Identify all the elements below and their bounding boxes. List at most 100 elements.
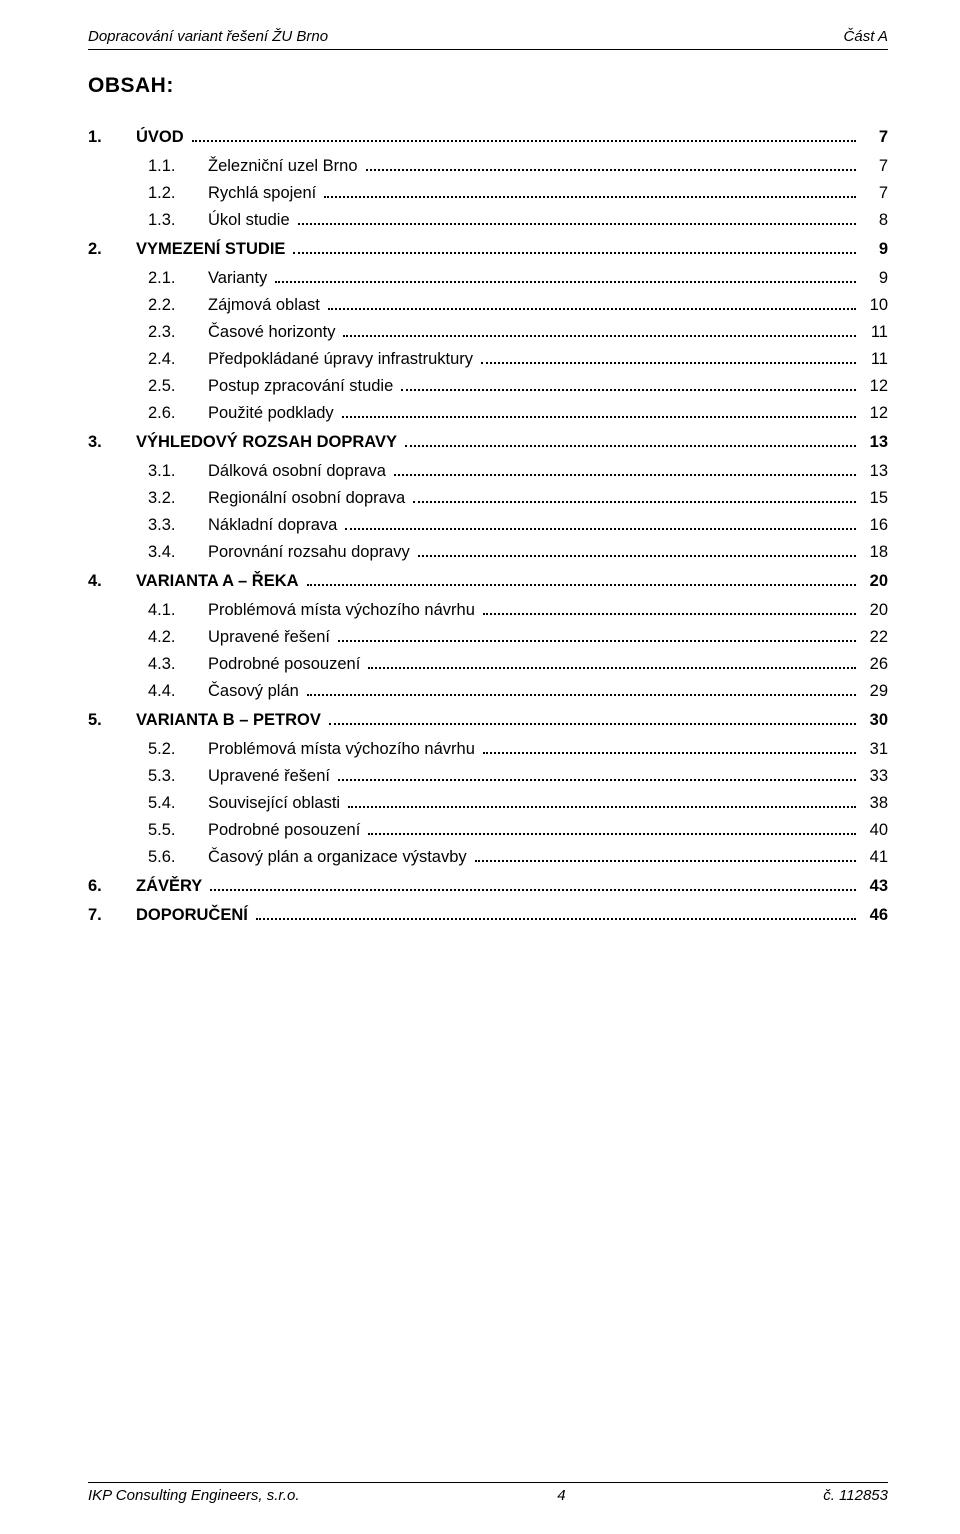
toc-entry-number: 3. xyxy=(88,433,136,452)
toc-entry-label: Železniční uzel Brno xyxy=(208,157,362,176)
toc-entry-page: 20 xyxy=(860,601,888,620)
toc-entry-page: 9 xyxy=(860,269,888,288)
toc-entry-number: 5. xyxy=(88,711,136,730)
footer-rule xyxy=(88,1482,888,1483)
toc-leader xyxy=(324,184,856,198)
toc-leader xyxy=(401,377,856,391)
toc-entry-number: 4.4. xyxy=(148,682,208,701)
toc-entry-page: 7 xyxy=(860,184,888,203)
toc-entry-number: 2. xyxy=(88,240,136,259)
spacer xyxy=(88,935,888,1482)
toc-entry-number: 2.5. xyxy=(148,377,208,396)
toc-entry-number: 1.1. xyxy=(148,157,208,176)
toc-entry: 3.3.Nákladní doprava16 xyxy=(88,516,888,535)
toc-entry-number: 5.2. xyxy=(148,740,208,759)
toc-entry: 1.ÚVOD7 xyxy=(88,128,888,147)
toc-leader xyxy=(256,906,856,920)
toc-entry-number: 1.3. xyxy=(148,211,208,230)
toc-entry-label: Postup zpracování studie xyxy=(208,377,397,396)
toc-entry-number: 2.3. xyxy=(148,323,208,342)
toc-entry-number: 4.1. xyxy=(148,601,208,620)
toc-leader xyxy=(368,655,856,669)
toc-entry-label: Dálková osobní doprava xyxy=(208,462,390,481)
toc-leader xyxy=(338,767,856,781)
toc-entry-label: VYMEZENÍ STUDIE xyxy=(136,240,289,259)
toc-entry-page: 31 xyxy=(860,740,888,759)
toc-entry: 1.2.Rychlá spojení7 xyxy=(88,184,888,203)
toc-entry-page: 13 xyxy=(860,433,888,452)
toc-entry: 4.4.Časový plán29 xyxy=(88,682,888,701)
toc-entry: 6.ZÁVĚRY 43 xyxy=(88,877,888,896)
toc-entry-number: 3.2. xyxy=(148,489,208,508)
header-left: Dopracování variant řešení ŽU Brno xyxy=(88,28,328,45)
toc-entry-label: Časové horizonty xyxy=(208,323,339,342)
toc-leader xyxy=(405,433,856,447)
toc-entry-page: 7 xyxy=(860,157,888,176)
toc-entry-label: Regionální osobní doprava xyxy=(208,489,409,508)
footer-right: č. 112853 xyxy=(823,1487,888,1504)
toc-leader xyxy=(192,128,856,142)
toc-entry: 5.VARIANTA B – PETROV30 xyxy=(88,711,888,730)
toc-entry-label: VARIANTA B – PETROV xyxy=(136,711,325,730)
toc-entry: 5.4.Související oblasti38 xyxy=(88,794,888,813)
toc-entry: 4.2.Upravené řešení 22 xyxy=(88,628,888,647)
toc-leader xyxy=(483,601,856,615)
toc-entry-label: Předpokládané úpravy infrastruktury xyxy=(208,350,477,369)
toc-leader xyxy=(366,157,857,171)
toc-leader xyxy=(298,211,856,225)
toc-entry-label: Související oblasti xyxy=(208,794,344,813)
toc-entry: 1.1.Železniční uzel Brno 7 xyxy=(88,157,888,176)
toc-leader xyxy=(481,350,856,364)
toc-entry-page: 9 xyxy=(860,240,888,259)
toc-entry-label: Úkol studie xyxy=(208,211,294,230)
toc-entry: 2.3.Časové horizonty11 xyxy=(88,323,888,342)
toc-entry-page: 43 xyxy=(860,877,888,896)
toc-entry-page: 38 xyxy=(860,794,888,813)
toc-entry: 5.6.Časový plán a organizace výstavby41 xyxy=(88,848,888,867)
toc-entry-page: 22 xyxy=(860,628,888,647)
toc-entry-number: 2.2. xyxy=(148,296,208,315)
toc-leader xyxy=(328,296,856,310)
toc-entry: 3.2.Regionální osobní doprava 15 xyxy=(88,489,888,508)
toc-leader xyxy=(413,489,856,503)
toc-entry-label: VÝHLEDOVÝ ROZSAH DOPRAVY xyxy=(136,433,401,452)
toc-entry-label: Zájmová oblast xyxy=(208,296,324,315)
toc-entry-label: ZÁVĚRY xyxy=(136,877,206,896)
toc-entry-page: 8 xyxy=(860,211,888,230)
page-header: Dopracování variant řešení ŽU Brno Část … xyxy=(88,28,888,45)
toc-entry-page: 29 xyxy=(860,682,888,701)
toc-entry: 1.3.Úkol studie 8 xyxy=(88,211,888,230)
toc-entry-number: 3.3. xyxy=(148,516,208,535)
toc-entry-page: 16 xyxy=(860,516,888,535)
header-right: Část A xyxy=(844,28,888,45)
toc-leader xyxy=(345,516,856,530)
toc-entry-label: Upravené řešení xyxy=(208,628,334,647)
toc-entry-label: Rychlá spojení xyxy=(208,184,320,203)
toc-entry-number: 3.4. xyxy=(148,543,208,562)
toc-entry-page: 10 xyxy=(860,296,888,315)
toc-leader xyxy=(275,269,856,283)
toc-entry-number: 5.6. xyxy=(148,848,208,867)
toc-entry-number: 2.1. xyxy=(148,269,208,288)
toc-leader xyxy=(394,462,856,476)
toc-entry-page: 12 xyxy=(860,404,888,423)
toc-entry-label: Podrobné posouzení xyxy=(208,655,364,674)
toc-entry-page: 15 xyxy=(860,489,888,508)
toc-entry: 2.6.Použité podklady12 xyxy=(88,404,888,423)
toc-entry-label: Časový plán a organizace výstavby xyxy=(208,848,471,867)
toc-entry-page: 20 xyxy=(860,572,888,591)
toc-entry-label: Upravené řešení xyxy=(208,767,334,786)
toc-leader xyxy=(338,628,856,642)
toc-entry-number: 7. xyxy=(88,906,136,925)
toc-entry-number: 2.4. xyxy=(148,350,208,369)
page: Dopracování variant řešení ŽU Brno Část … xyxy=(0,0,960,1534)
toc-entry-number: 4.2. xyxy=(148,628,208,647)
toc-leader xyxy=(293,240,856,254)
footer-page-number: 4 xyxy=(557,1487,565,1504)
toc-entry-number: 6. xyxy=(88,877,136,896)
toc-entry: 2.4.Předpokládané úpravy infrastruktury1… xyxy=(88,350,888,369)
toc-entry: 5.3.Upravené řešení33 xyxy=(88,767,888,786)
toc-entry-number: 3.1. xyxy=(148,462,208,481)
toc-entry: 3.4.Porovnání rozsahu dopravy18 xyxy=(88,543,888,562)
toc-entry: 4.VARIANTA A – ŘEKA20 xyxy=(88,572,888,591)
